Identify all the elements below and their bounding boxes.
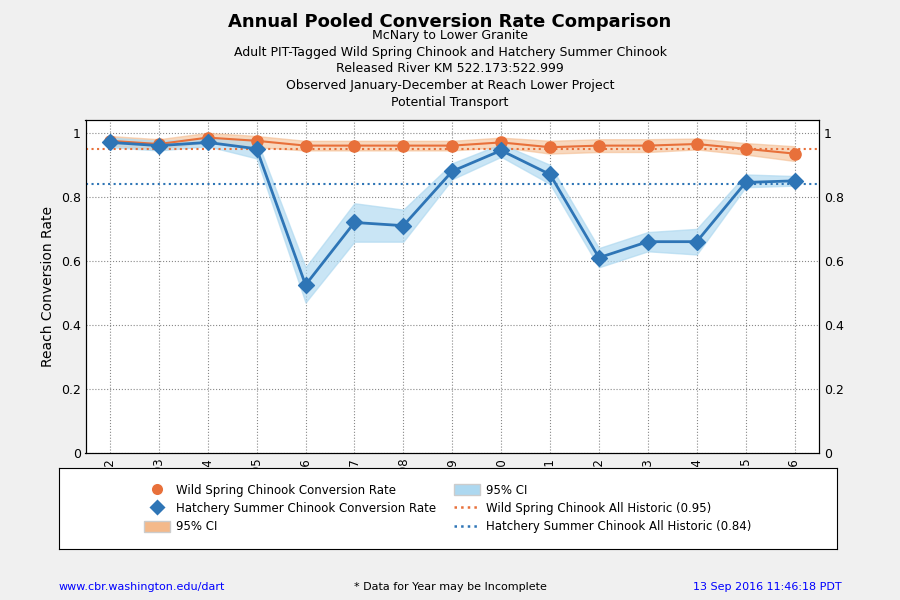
Point — [298, 141, 312, 151]
Point — [641, 237, 655, 247]
Point — [347, 141, 362, 151]
Point — [543, 142, 557, 152]
Text: Adult PIT-Tagged Wild Spring Chinook and Hatchery Summer Chinook: Adult PIT-Tagged Wild Spring Chinook and… — [233, 46, 667, 59]
Point — [689, 139, 704, 149]
Point — [151, 141, 166, 151]
Point — [103, 136, 117, 146]
Point — [201, 137, 215, 147]
Point — [445, 141, 459, 151]
Text: Released River KM 522.173:522.999: Released River KM 522.173:522.999 — [336, 62, 564, 76]
Point — [249, 136, 264, 146]
Text: www.cbr.washington.edu/dart: www.cbr.washington.edu/dart — [58, 582, 225, 592]
Legend: Wild Spring Chinook Conversion Rate, Hatchery Summer Chinook Conversion Rate, 95: Wild Spring Chinook Conversion Rate, Hat… — [137, 476, 759, 541]
Y-axis label: Reach Conversion Rate: Reach Conversion Rate — [41, 206, 55, 367]
Point — [591, 141, 606, 151]
Point — [103, 137, 117, 147]
Point — [494, 146, 508, 155]
Point — [738, 144, 752, 154]
Point — [298, 280, 312, 290]
Point — [591, 253, 606, 262]
Point — [151, 139, 166, 149]
Text: McNary to Lower Granite: McNary to Lower Granite — [372, 29, 528, 42]
Point — [347, 218, 362, 227]
Text: Observed January-December at Reach Lower Project: Observed January-December at Reach Lower… — [286, 79, 614, 92]
Text: Annual Pooled Conversion Rate Comparison: Annual Pooled Conversion Rate Comparison — [229, 13, 671, 31]
Point — [396, 221, 410, 230]
Point — [445, 166, 459, 176]
Text: 13 Sep 2016 11:46:18 PDT: 13 Sep 2016 11:46:18 PDT — [693, 582, 842, 592]
Point — [788, 149, 802, 158]
Text: * Data for Year may be Incomplete: * Data for Year may be Incomplete — [354, 582, 546, 592]
Point — [494, 137, 508, 147]
Text: Potential Transport: Potential Transport — [392, 96, 508, 109]
Point — [641, 141, 655, 151]
Point — [689, 237, 704, 247]
Point — [201, 133, 215, 142]
Point — [249, 144, 264, 154]
Point — [788, 176, 802, 185]
Point — [396, 141, 410, 151]
Point — [543, 170, 557, 179]
Point — [738, 178, 752, 187]
